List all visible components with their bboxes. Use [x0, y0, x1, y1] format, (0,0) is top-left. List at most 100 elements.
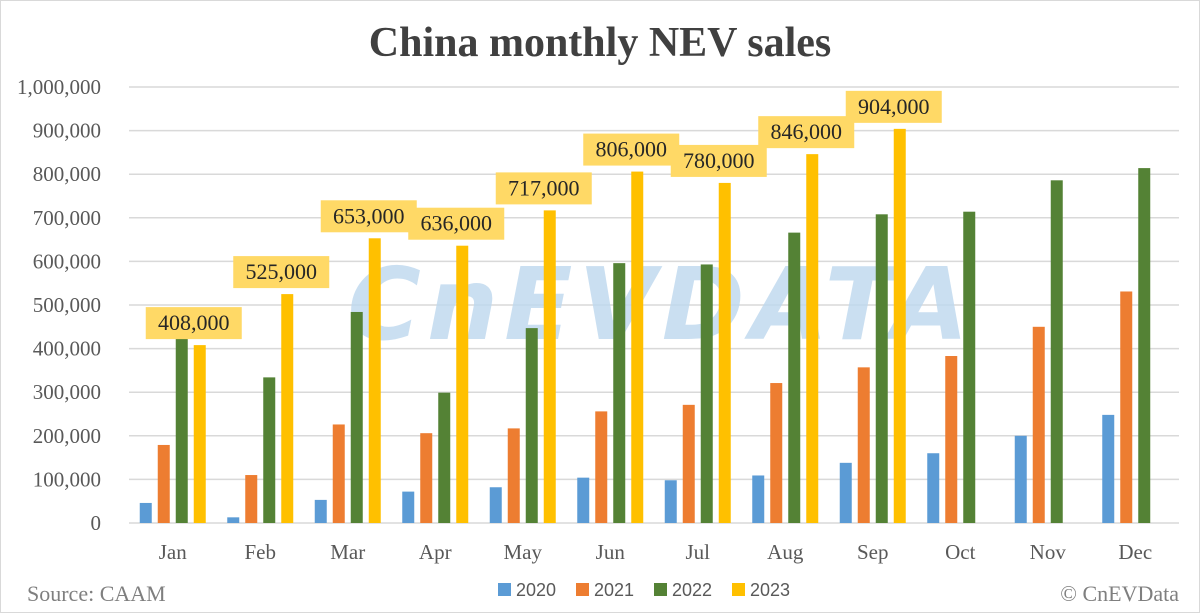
bar-2022-Aug: [788, 232, 801, 523]
bar-2023-Apr: [456, 245, 469, 524]
bar-2020-Aug: [752, 475, 765, 523]
bar-2022-Jul: [700, 264, 713, 523]
bar-2020-Jul: [664, 480, 677, 523]
bar-2022-Feb: [263, 377, 276, 523]
bar-2021-Apr: [420, 433, 433, 523]
bar-2022-Jan: [175, 335, 188, 523]
x-tick-label: Dec: [1118, 540, 1152, 564]
y-tick-label: 700,000: [33, 206, 101, 230]
x-tick-label: Aug: [767, 540, 804, 564]
bar-2021-Oct: [945, 356, 958, 523]
bar-2021-Mar: [332, 424, 345, 523]
x-tick-label: May: [504, 540, 543, 564]
bar-2020-Mar: [314, 499, 327, 523]
data-label-bg: [408, 207, 505, 240]
bar-2022-Jun: [613, 263, 626, 523]
data-label: 525,000: [246, 259, 318, 284]
data-label-bg: [320, 200, 417, 233]
bar-2020-May: [489, 487, 502, 523]
y-tick-label: 400,000: [33, 337, 101, 361]
bar-2023-Jan: [193, 345, 206, 523]
bar-2023-Feb: [281, 294, 294, 523]
copyright-text: © CnEVData: [1060, 581, 1179, 606]
data-label: 717,000: [508, 175, 580, 200]
bar-2020-Nov: [1014, 435, 1027, 523]
data-label-bg: [758, 116, 855, 149]
bar-2022-Mar: [350, 311, 363, 523]
y-tick-label: 900,000: [33, 119, 101, 143]
bar-2022-Sep: [875, 214, 888, 523]
x-tick-label: Jul: [685, 540, 710, 564]
bar-2022-Dec: [1138, 168, 1151, 523]
bar-2023-Jul: [718, 182, 731, 524]
data-label-bg: [845, 90, 942, 123]
data-label: 653,000: [333, 203, 405, 228]
bar-2020-Dec: [1102, 414, 1115, 523]
data-label-bg: [670, 144, 767, 177]
bar-2020-Jan: [139, 502, 152, 523]
bar-2021-Jun: [595, 411, 608, 523]
data-label-bg: [583, 133, 680, 166]
legend-swatch-2022: [654, 583, 667, 596]
x-tick-label: Jan: [159, 540, 187, 564]
x-tick-label: Sep: [857, 540, 889, 564]
bar-2022-Apr: [438, 392, 451, 523]
data-label-bg: [495, 172, 592, 205]
bar-2023-Aug: [806, 154, 819, 524]
bar-2023-Jun: [631, 171, 644, 524]
x-tick-label: Jun: [596, 540, 626, 564]
source-text: Source: CAAM: [27, 581, 166, 606]
y-tick-label: 200,000: [33, 424, 101, 448]
bar-2022-May: [525, 328, 538, 523]
legend-label: 2022: [672, 580, 712, 600]
bar-2023-Mar: [368, 238, 381, 524]
data-label: 904,000: [858, 94, 930, 119]
data-label: 806,000: [596, 137, 668, 162]
bar-2020-Oct: [927, 453, 940, 523]
bar-2021-Feb: [245, 475, 258, 523]
bar-2023-May: [543, 210, 556, 523]
x-tick-label: Apr: [419, 540, 452, 564]
legend-label: 2021: [594, 580, 634, 600]
bar-2021-May: [507, 428, 520, 523]
bar-2021-Sep: [857, 367, 870, 523]
y-tick-label: 100,000: [33, 467, 101, 491]
bar-2021-Jul: [682, 404, 695, 523]
legend-swatch-2021: [576, 583, 589, 596]
data-label: 780,000: [683, 148, 755, 173]
bar-2021-Aug: [770, 383, 783, 523]
legend-label: 2023: [750, 580, 790, 600]
y-tick-label: 0: [91, 511, 102, 535]
bar-2021-Nov: [1032, 326, 1045, 523]
chart-title: China monthly NEV sales: [369, 20, 832, 66]
bar-2020-Apr: [402, 491, 415, 523]
bar-2021-Dec: [1120, 291, 1133, 523]
bar-2022-Nov: [1050, 180, 1063, 523]
y-tick-label: 500,000: [33, 293, 101, 317]
watermark-text: CnEVDATA: [348, 246, 975, 363]
legend-label: 2020: [516, 580, 556, 600]
y-tick-label: 1,000,000: [17, 75, 101, 99]
data-label: 846,000: [771, 119, 843, 144]
data-label: 408,000: [158, 310, 230, 335]
data-label: 636,000: [421, 211, 493, 236]
legend-swatch-2023: [732, 583, 745, 596]
x-tick-label: Oct: [945, 540, 975, 564]
y-tick-label: 800,000: [33, 162, 101, 186]
bar-2022-Oct: [963, 211, 976, 524]
bar-2020-Feb: [227, 517, 240, 523]
bar-2020-Sep: [839, 462, 852, 523]
data-label-bg: [233, 256, 330, 289]
y-tick-label: 300,000: [33, 380, 101, 404]
bar-2023-Sep: [893, 128, 906, 523]
y-tick-label: 600,000: [33, 249, 101, 273]
x-tick-label: Feb: [245, 540, 277, 564]
bar-2021-Jan: [157, 444, 170, 523]
data-label-bg: [145, 307, 242, 340]
x-tick-label: Mar: [330, 540, 365, 564]
x-tick-label: Nov: [1030, 540, 1067, 564]
legend-swatch-2020: [498, 583, 511, 596]
bar-2020-Jun: [577, 477, 590, 523]
